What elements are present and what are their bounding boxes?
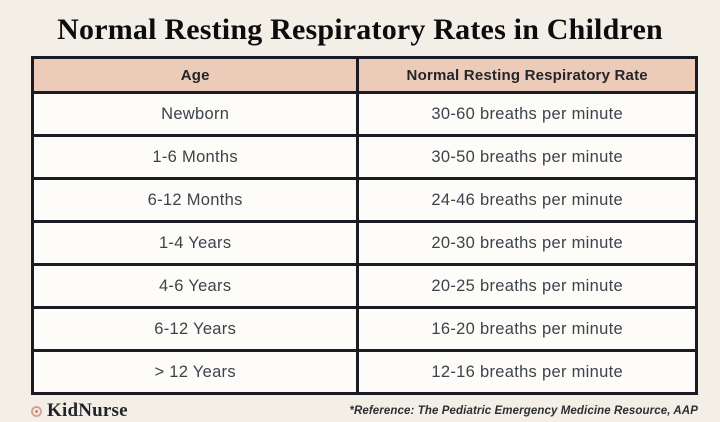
rate-cell: 16-20 breaths per minute — [356, 306, 698, 352]
age-cell: 1-6 Months — [30, 134, 360, 180]
age-cell: 6-12 Years — [30, 306, 360, 352]
rate-cell: 30-60 breaths per minute — [356, 91, 698, 137]
rate-cell: 24-46 breaths per minute — [356, 177, 698, 223]
table-header-row: Age Normal Resting Respiratory Rate — [30, 56, 698, 94]
brand-name: KidNurse — [47, 400, 128, 421]
table-row: 1-6 Months 30-50 breaths per minute — [30, 134, 698, 180]
rate-cell: 30-50 breaths per minute — [356, 134, 698, 180]
age-cell: 4-6 Years — [30, 263, 360, 309]
table-row: 6-12 Years 16-20 breaths per minute — [30, 306, 698, 352]
rate-column-header: Normal Resting Respiratory Rate — [356, 56, 698, 94]
table-row: 4-6 Years 20-25 breaths per minute — [30, 263, 698, 309]
age-cell: > 12 Years — [30, 349, 360, 395]
respiratory-rate-table: Age Normal Resting Respiratory Rate Newb… — [30, 56, 698, 395]
table-row: 1-4 Years 20-30 breaths per minute — [30, 220, 698, 266]
table-row: Newborn 30-60 breaths per minute — [30, 91, 698, 137]
age-cell: 1-4 Years — [30, 220, 360, 266]
rate-cell: 20-25 breaths per minute — [356, 263, 698, 309]
page-title: Normal Resting Respiratory Rates in Chil… — [57, 13, 663, 46]
age-cell: Newborn — [30, 91, 360, 137]
kidnurse-brand: KidNurse — [31, 400, 128, 422]
age-cell: 6-12 Months — [30, 177, 360, 223]
rate-cell: 12-16 breaths per minute — [356, 349, 698, 395]
table-row: 6-12 Months 24-46 breaths per minute — [30, 177, 698, 223]
table-row: > 12 Years 12-16 breaths per minute — [30, 349, 698, 395]
footer: KidNurse *Reference: The Pediatric Emerg… — [31, 400, 698, 422]
age-column-header: Age — [30, 56, 360, 94]
rate-cell: 20-30 breaths per minute — [356, 220, 698, 266]
reference-text: *Reference: The Pediatric Emergency Medi… — [349, 405, 698, 417]
